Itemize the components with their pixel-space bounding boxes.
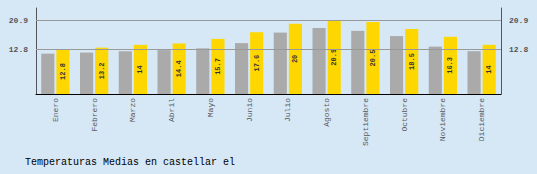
svg-text:16.3: 16.3	[446, 57, 454, 74]
svg-text:12.8: 12.8	[9, 45, 28, 54]
svg-text:14.4: 14.4	[175, 60, 183, 77]
svg-text:Julio: Julio	[283, 98, 292, 122]
svg-text:20.5: 20.5	[369, 50, 377, 67]
svg-text:12.8: 12.8	[59, 63, 67, 80]
svg-text:Diciembre: Diciembre	[477, 98, 486, 141]
svg-text:18.5: 18.5	[408, 53, 416, 70]
svg-text:14: 14	[485, 65, 493, 73]
svg-text:Mayo: Mayo	[206, 98, 215, 117]
svg-text:Enero: Enero	[51, 98, 60, 122]
svg-text:Agosto: Agosto	[322, 98, 331, 127]
svg-text:20.9: 20.9	[9, 16, 28, 25]
svg-text:Octubre: Octubre	[400, 98, 409, 132]
svg-text:15.7: 15.7	[214, 58, 222, 75]
svg-text:Marzo: Marzo	[128, 98, 137, 122]
svg-text:13.2: 13.2	[98, 62, 106, 79]
svg-text:12.8: 12.8	[509, 45, 528, 54]
svg-text:17.6: 17.6	[253, 55, 261, 72]
svg-text:14: 14	[136, 65, 144, 73]
svg-text:20.9: 20.9	[509, 16, 528, 25]
svg-text:Septiembre: Septiembre	[361, 98, 370, 146]
svg-text:Temperaturas Medias en castell: Temperaturas Medias en castellar el	[25, 157, 235, 168]
svg-text:Noviembre: Noviembre	[438, 98, 447, 141]
svg-text:Junio: Junio	[245, 98, 254, 122]
svg-text:Abril: Abril	[167, 98, 176, 122]
svg-text:20: 20	[291, 55, 299, 63]
svg-text:20.9: 20.9	[330, 49, 338, 66]
svg-text:Febrero: Febrero	[90, 98, 99, 132]
